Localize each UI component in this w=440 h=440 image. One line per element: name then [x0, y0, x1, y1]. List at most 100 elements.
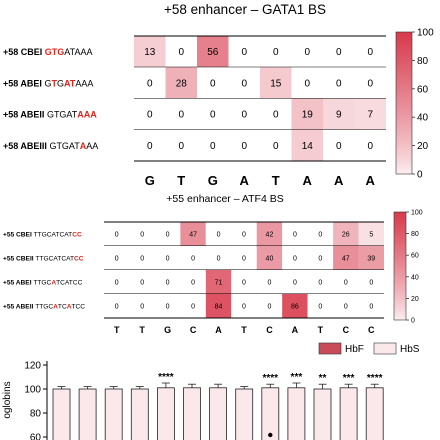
cell-value: 0	[241, 47, 247, 58]
base-label: T	[272, 173, 280, 188]
heatmap-cell	[180, 294, 206, 318]
cell-value: 0	[166, 232, 170, 239]
cell-value: 47	[342, 256, 350, 263]
heatmap-cell	[228, 36, 260, 68]
row-label-editor: +55 CBEI	[3, 232, 34, 239]
base-label: A	[366, 173, 376, 188]
bar	[130, 388, 149, 440]
bar	[78, 388, 97, 440]
heatmap-cell	[291, 129, 323, 161]
heatmap-cell	[323, 36, 355, 68]
heatmap-cell	[134, 98, 166, 130]
heatmap-cell	[104, 246, 130, 270]
row-label-sequence: GTGAT	[49, 141, 80, 151]
significance-stars: ***	[291, 372, 303, 383]
row-label-sequence: CC	[72, 232, 82, 239]
heatmap-cell	[256, 270, 283, 294]
colorbar-tick-label: 80	[411, 231, 419, 238]
cell-value: 0	[293, 256, 297, 263]
cell-value: 0	[210, 110, 216, 121]
heatmap-cell	[205, 246, 232, 270]
heatmap-cell	[231, 222, 257, 246]
row-label-sequence: TTGC	[35, 304, 53, 311]
y-tick-label: 60	[30, 433, 42, 440]
cell-value: 71	[215, 280, 223, 287]
heatmap-cell	[323, 67, 355, 99]
heatmap-cell	[180, 246, 206, 270]
cell-value: 0	[166, 280, 170, 287]
base-label: A	[292, 325, 299, 335]
base-label: G	[145, 173, 155, 188]
heatmap-cell	[354, 67, 386, 99]
cell-value: 0	[318, 232, 322, 239]
cell-value: 0	[241, 78, 247, 89]
row-label-editor: +58 ABEII	[3, 110, 47, 120]
y-axis-label: oglobins	[2, 381, 13, 418]
row-label-sequence: A	[80, 141, 87, 151]
legend-swatch	[373, 342, 397, 355]
heatmap-cell	[129, 222, 155, 246]
row-label-sequence: TTGCATCAT	[34, 232, 73, 239]
base-label: G	[208, 173, 218, 188]
cell-value: 0	[318, 304, 322, 311]
row-label-sequence: ATAAA	[64, 47, 92, 57]
heatmap-cell	[197, 36, 229, 68]
bar	[287, 387, 306, 440]
heatmap-cell	[354, 36, 386, 68]
heatmap-cell	[307, 246, 334, 270]
bar	[339, 387, 358, 440]
cell-value: 0	[344, 304, 348, 311]
bar	[365, 387, 384, 440]
bar	[235, 388, 254, 440]
row-label: +58 ABEII GTGATAAA	[3, 110, 97, 120]
heatmap-cell	[129, 246, 155, 270]
legend-label: HbF	[345, 344, 364, 355]
cell-value: 0	[241, 141, 247, 152]
bar	[261, 387, 280, 440]
cell-value: 0	[367, 78, 373, 89]
heatmap-cell	[333, 270, 359, 294]
colorbar-tick-label: 0	[411, 318, 415, 325]
colorbar-tick-label: 40	[411, 274, 419, 281]
cell-value: 0	[191, 256, 195, 263]
heatmap-cell	[197, 129, 229, 161]
cell-value: 0	[191, 304, 195, 311]
heatmap-cell	[154, 222, 181, 246]
heatmap-cell	[307, 294, 334, 318]
row-label-editor: +55 ABEII	[3, 304, 35, 311]
cell-value: 0	[115, 256, 119, 263]
heatmap-cell	[231, 246, 257, 270]
row-label-sequence: GTG	[45, 47, 65, 57]
cell-value: 0	[369, 304, 373, 311]
base-label: T	[241, 325, 247, 335]
cell-value: 0	[178, 110, 184, 121]
legend-swatch	[318, 342, 342, 355]
colorbar-tick-label: 0	[417, 170, 423, 181]
row-label-sequence: AAA	[77, 110, 97, 120]
heatmap-cell	[307, 270, 334, 294]
cell-value: 0	[140, 232, 144, 239]
base-label: A	[334, 173, 344, 188]
cell-value: 86	[291, 304, 299, 311]
cell-value: 0	[140, 280, 144, 287]
cell-value: 56	[207, 47, 219, 58]
colorbar-tick-label: 40	[417, 113, 429, 124]
row-label: +55 CBEI TTGCATCATCC	[3, 232, 82, 239]
base-label: C	[266, 325, 273, 335]
data-point	[268, 432, 273, 438]
cell-value: 7	[367, 110, 373, 121]
row-label-editor: +58 CBEI	[3, 47, 45, 57]
cell-value: 0	[210, 78, 216, 89]
heatmap-cell	[104, 294, 130, 318]
cell-value: 0	[268, 280, 272, 287]
row-label-sequence: A	[67, 304, 72, 311]
base-label: T	[114, 325, 120, 335]
row-label-editor: +55 ABEI	[3, 280, 33, 287]
row-label-sequence: TTGC	[33, 280, 51, 287]
heatmap-cell	[197, 98, 229, 130]
cell-value: 9	[336, 110, 342, 121]
bar	[104, 388, 123, 440]
cell-value: 0	[273, 47, 279, 58]
